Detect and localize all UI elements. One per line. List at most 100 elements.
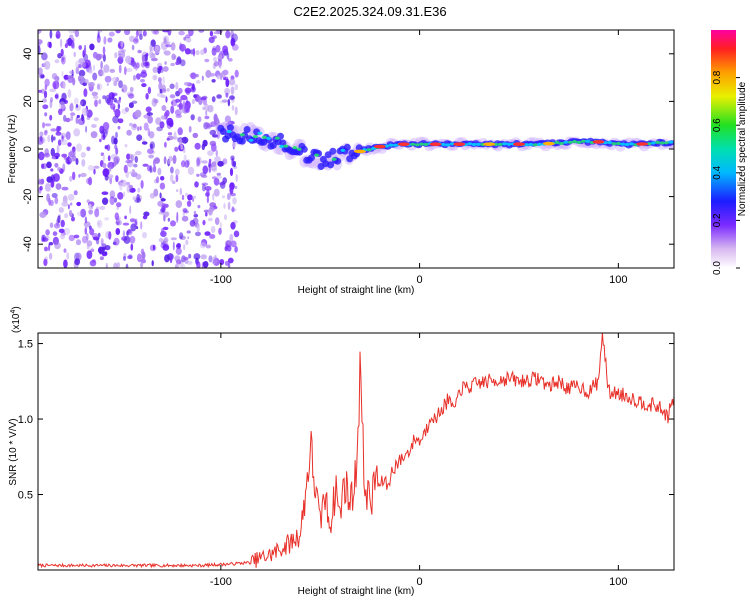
noise-speckle — [91, 204, 94, 210]
signal-highlight — [296, 147, 302, 151]
noise-speckle — [62, 81, 66, 90]
noise-speckle — [121, 48, 126, 53]
signal-highlight — [392, 143, 398, 147]
noise-speckle — [125, 159, 133, 164]
noise-speckle — [174, 263, 179, 268]
noise-speckle — [98, 30, 103, 33]
noise-speckle — [107, 174, 114, 179]
noise-speckle — [143, 122, 149, 131]
signal-highlight — [668, 140, 674, 144]
noise-speckle — [150, 39, 156, 47]
noise-speckle — [196, 261, 201, 268]
noise-speckle — [38, 67, 43, 76]
noise-speckle — [61, 71, 64, 77]
signal-highlight — [663, 141, 669, 145]
noise-speckle — [135, 73, 141, 80]
signal-highlight — [659, 141, 665, 145]
noise-speckle — [173, 131, 177, 140]
noise-speckle — [40, 136, 43, 142]
signal-highlight — [559, 141, 564, 146]
noise-speckle — [47, 134, 51, 143]
noise-speckle — [198, 30, 205, 33]
noise-speckle — [69, 175, 73, 182]
noise-speckle — [81, 159, 86, 167]
noise-speckle — [75, 116, 79, 124]
noise-speckle — [152, 66, 158, 73]
noise-speckle — [38, 30, 42, 34]
noise-speckle — [115, 147, 119, 155]
noise-speckle — [188, 30, 194, 37]
signal-highlight — [366, 148, 372, 152]
noise-speckle — [61, 92, 67, 101]
noise-speckle — [102, 168, 110, 177]
signal-highlight — [576, 140, 582, 144]
noise-speckle — [60, 219, 65, 228]
noise-speckle — [228, 78, 236, 86]
signal-hotspot — [483, 142, 496, 146]
colorbar-tick-label: 0.6 — [712, 118, 723, 132]
noise-speckle — [174, 146, 179, 152]
noise-speckle — [215, 149, 218, 157]
signal-core — [238, 137, 246, 145]
noise-speckle — [134, 156, 138, 163]
noise-speckle — [53, 82, 57, 90]
noise-speckle — [212, 193, 215, 201]
signal-core — [219, 128, 227, 135]
noise-speckle — [192, 47, 196, 57]
colorbar-ticks: 0.0 0.2 0.4 0.6 0.8 — [712, 70, 740, 275]
noise-speckle — [166, 88, 170, 92]
noise-speckle — [187, 236, 190, 240]
signal-core — [329, 147, 337, 155]
noise-speckle — [230, 86, 235, 95]
noise-speckle — [149, 50, 152, 59]
noise-speckle — [162, 226, 169, 231]
noise-speckle — [183, 154, 187, 163]
signal-highlight — [423, 142, 429, 146]
noise-speckle — [128, 102, 134, 109]
noise-speckle — [65, 38, 73, 45]
noise-speckle — [169, 174, 174, 183]
noise-speckle — [54, 162, 59, 168]
noise-speckle — [147, 86, 152, 94]
noise-speckle — [160, 115, 167, 120]
signal-hotspot — [592, 140, 605, 144]
noise-speckle — [115, 99, 121, 104]
noise-speckle — [152, 244, 155, 251]
noise-speckle — [203, 209, 210, 213]
noise-speckle — [186, 230, 191, 234]
snr-y-tick-label: 1.0 — [18, 414, 33, 426]
noise-speckle — [49, 100, 53, 109]
noise-speckle — [96, 219, 103, 229]
noise-speckle — [44, 123, 52, 127]
noise-speckle — [48, 242, 54, 246]
signal-highlight — [650, 141, 656, 145]
noise-speckle — [225, 30, 231, 39]
signal-highlight — [611, 142, 617, 146]
noise-speckle — [170, 237, 177, 241]
signal-highlight — [331, 157, 337, 161]
noise-speckle — [172, 180, 176, 185]
noise-speckle — [50, 147, 55, 157]
noise-speckle — [75, 104, 79, 108]
noise-speckle — [64, 76, 67, 81]
noise-speckle — [70, 202, 73, 206]
noise-speckle — [175, 61, 180, 65]
signal-highlight — [502, 142, 508, 146]
noise-speckle — [125, 263, 129, 268]
noise-speckle — [113, 156, 119, 165]
noise-speckle — [155, 117, 162, 125]
signal-highlight — [615, 141, 621, 146]
noise-speckle — [127, 159, 132, 167]
noise-speckle — [170, 105, 175, 114]
noise-speckle — [213, 56, 217, 63]
noise-speckle — [114, 212, 120, 220]
noise-speckle — [166, 137, 170, 141]
spectrogram-y-tick-label: -40 — [22, 236, 34, 252]
noise-speckle — [94, 208, 100, 218]
noise-speckle — [195, 80, 201, 84]
noise-speckle — [54, 59, 60, 64]
noise-speckle — [109, 196, 115, 206]
noise-speckle — [211, 143, 217, 152]
noise-speckle — [135, 218, 138, 226]
noise-speckle — [68, 30, 75, 34]
